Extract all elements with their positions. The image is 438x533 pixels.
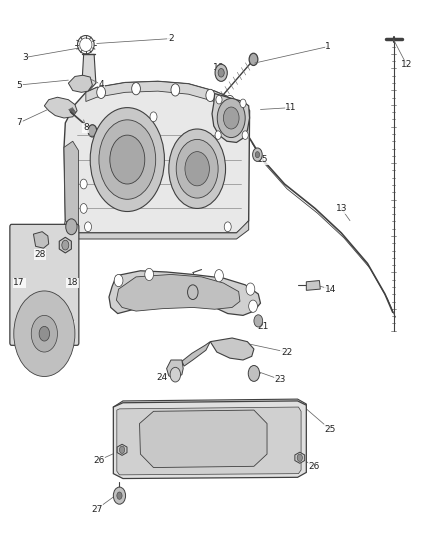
- Circle shape: [113, 487, 126, 504]
- Text: 15: 15: [257, 155, 268, 164]
- Text: 25: 25: [325, 425, 336, 434]
- Circle shape: [117, 492, 122, 499]
- Text: 21: 21: [258, 322, 269, 331]
- Circle shape: [224, 118, 231, 128]
- Text: 10: 10: [213, 63, 225, 72]
- Circle shape: [215, 64, 227, 82]
- Polygon shape: [68, 75, 92, 92]
- Text: 24: 24: [157, 373, 168, 382]
- Text: 3: 3: [22, 53, 28, 62]
- Circle shape: [150, 112, 157, 122]
- Polygon shape: [140, 410, 267, 467]
- Polygon shape: [64, 141, 78, 228]
- Circle shape: [240, 99, 246, 108]
- Polygon shape: [295, 452, 305, 463]
- Circle shape: [31, 316, 57, 352]
- FancyBboxPatch shape: [10, 224, 79, 345]
- Text: 8: 8: [83, 123, 89, 132]
- Circle shape: [246, 283, 255, 295]
- Circle shape: [249, 53, 258, 66]
- Text: 26: 26: [93, 456, 105, 465]
- Circle shape: [88, 125, 97, 137]
- Text: 11: 11: [285, 103, 297, 112]
- Circle shape: [248, 366, 260, 382]
- Circle shape: [215, 131, 221, 140]
- Polygon shape: [113, 399, 306, 413]
- Circle shape: [253, 148, 262, 161]
- Circle shape: [62, 240, 69, 250]
- Circle shape: [215, 270, 223, 282]
- Circle shape: [223, 107, 239, 129]
- Text: 14: 14: [325, 285, 336, 294]
- Circle shape: [226, 95, 234, 108]
- Circle shape: [66, 219, 77, 235]
- Polygon shape: [212, 94, 250, 142]
- Circle shape: [255, 151, 260, 158]
- Text: 1: 1: [325, 42, 331, 51]
- Polygon shape: [182, 342, 210, 366]
- Polygon shape: [210, 338, 254, 360]
- Text: 5: 5: [16, 80, 22, 90]
- Polygon shape: [59, 237, 71, 253]
- Circle shape: [206, 90, 215, 101]
- Text: 17: 17: [13, 279, 25, 287]
- Circle shape: [170, 367, 180, 382]
- Polygon shape: [64, 82, 250, 233]
- Circle shape: [99, 120, 155, 199]
- Circle shape: [110, 135, 145, 184]
- Text: 22: 22: [281, 348, 292, 357]
- Circle shape: [185, 151, 209, 186]
- Circle shape: [254, 315, 263, 327]
- Polygon shape: [166, 360, 183, 378]
- Circle shape: [216, 95, 222, 104]
- Circle shape: [85, 222, 92, 232]
- Circle shape: [169, 129, 226, 208]
- Circle shape: [97, 86, 106, 99]
- Text: 23: 23: [275, 375, 286, 384]
- Polygon shape: [117, 274, 240, 311]
- Polygon shape: [113, 401, 306, 479]
- Circle shape: [80, 204, 87, 213]
- Text: 18: 18: [67, 279, 78, 287]
- Text: 27: 27: [91, 505, 102, 514]
- Circle shape: [171, 84, 180, 96]
- Polygon shape: [82, 54, 96, 90]
- Polygon shape: [306, 280, 320, 290]
- Polygon shape: [33, 232, 49, 248]
- Circle shape: [39, 326, 49, 341]
- Polygon shape: [109, 271, 261, 316]
- Polygon shape: [64, 220, 249, 239]
- Text: 19: 19: [63, 321, 74, 330]
- Text: 13: 13: [336, 204, 347, 213]
- Polygon shape: [117, 407, 301, 475]
- Circle shape: [80, 179, 87, 189]
- Circle shape: [249, 300, 258, 312]
- Circle shape: [176, 140, 218, 198]
- Circle shape: [242, 131, 248, 140]
- Circle shape: [145, 268, 153, 280]
- Polygon shape: [44, 97, 77, 118]
- Circle shape: [114, 274, 123, 287]
- Circle shape: [90, 108, 164, 212]
- Text: 20: 20: [165, 286, 177, 295]
- Polygon shape: [86, 82, 245, 109]
- Text: 26: 26: [308, 462, 320, 471]
- Circle shape: [14, 291, 75, 376]
- Text: 12: 12: [401, 60, 413, 69]
- Polygon shape: [117, 444, 127, 455]
- Circle shape: [120, 446, 125, 454]
- Circle shape: [217, 99, 245, 138]
- Text: 16: 16: [183, 289, 194, 298]
- Text: 2: 2: [168, 34, 174, 43]
- Text: 7: 7: [16, 118, 22, 127]
- Circle shape: [132, 83, 141, 95]
- Text: 28: 28: [34, 250, 46, 259]
- Circle shape: [218, 69, 224, 77]
- Text: 4: 4: [98, 80, 104, 89]
- Circle shape: [224, 222, 231, 232]
- Circle shape: [187, 285, 198, 300]
- Circle shape: [297, 454, 302, 462]
